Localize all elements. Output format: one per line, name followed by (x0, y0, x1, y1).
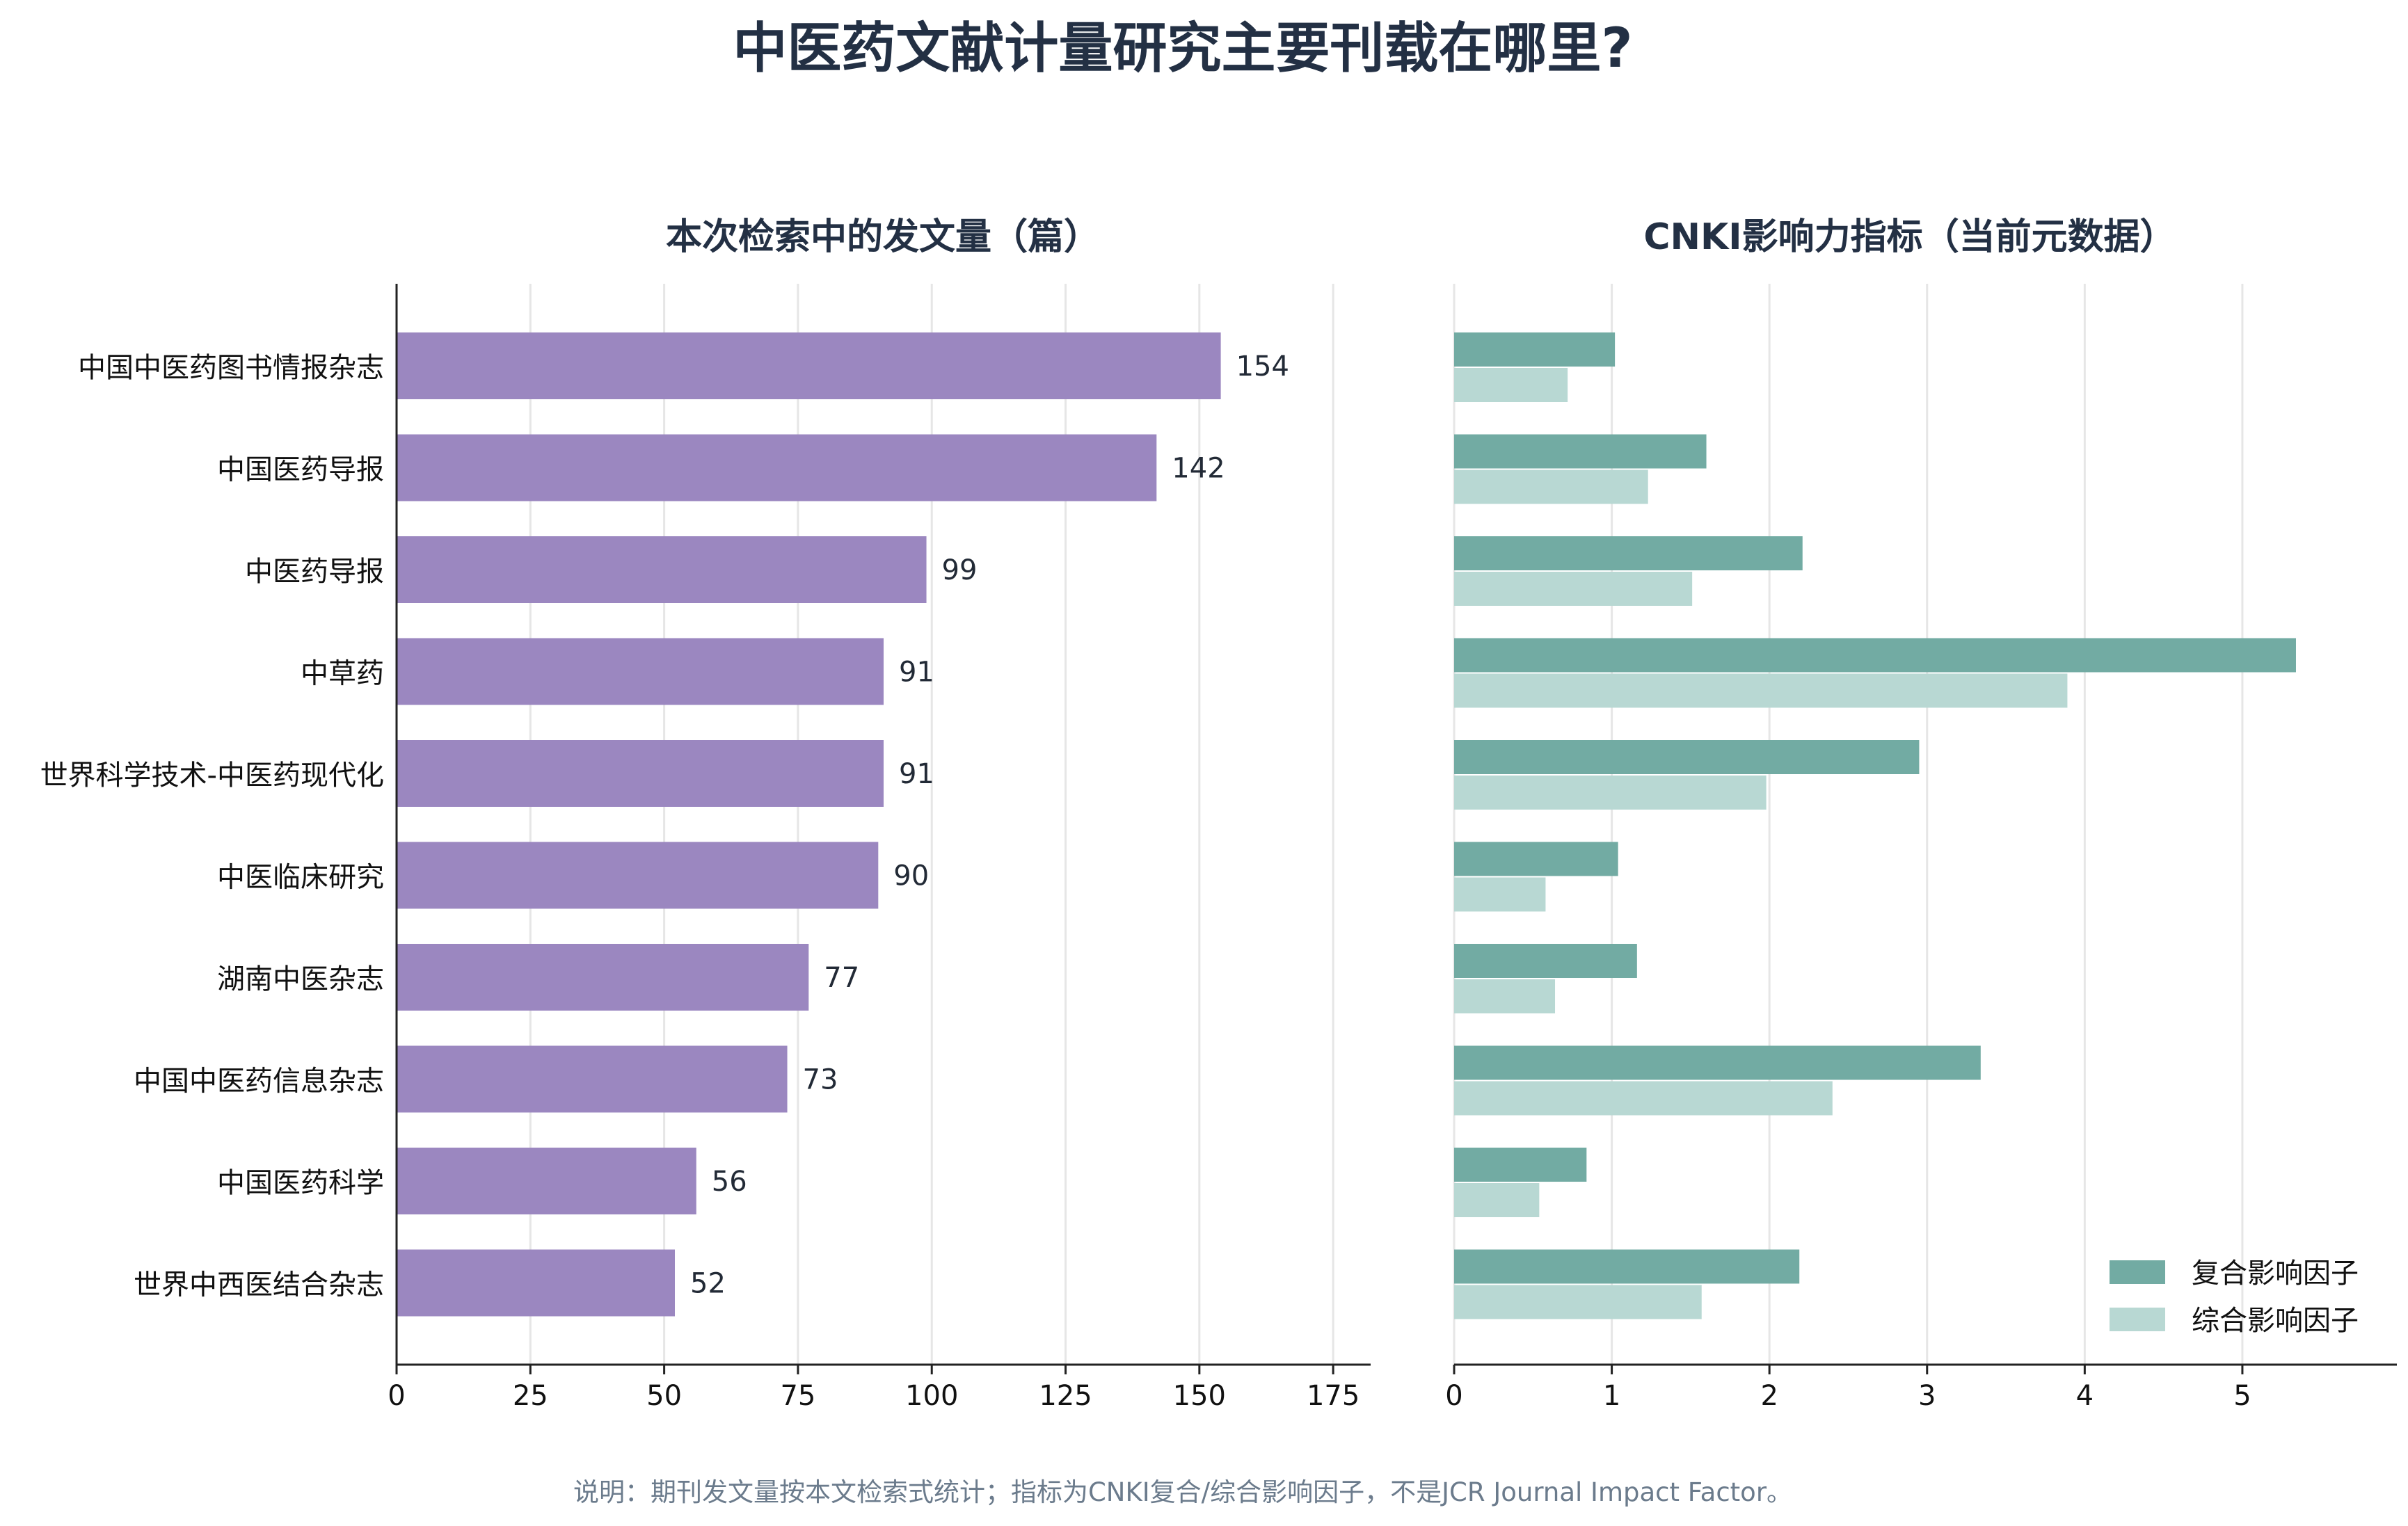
right-tick-label: 5 (2233, 1380, 2251, 1412)
left-tick-label: 125 (1039, 1380, 1092, 1412)
right-panel-title: CNKI影响力指标（当前元数据） (1643, 216, 2176, 258)
composite-if-bar (1454, 332, 1616, 367)
legend-swatch-comprehensive (2110, 1308, 2165, 1331)
comprehensive-if-bar (1454, 469, 1648, 504)
left-tick-label: 175 (1307, 1380, 1360, 1412)
count-bar (397, 1045, 788, 1113)
right-tick-label: 2 (1760, 1380, 1778, 1412)
comprehensive-if-bar (1454, 368, 1568, 402)
category-label: 世界中西医结合杂志 (134, 1269, 384, 1301)
right-grid (1453, 284, 2244, 1365)
legend: 复合影响因子 综合影响因子 (2110, 1258, 2359, 1337)
comprehensive-if-bar (1454, 1183, 1540, 1217)
right-tick-label: 0 (1445, 1380, 1462, 1412)
left-tick-label: 25 (513, 1380, 548, 1412)
count-bar (397, 1148, 696, 1214)
comprehensive-if-bar (1454, 1081, 1833, 1116)
legend-label-composite: 复合影响因子 (2192, 1258, 2359, 1290)
count-value-label: 142 (1172, 453, 1225, 485)
count-bar (397, 332, 1221, 399)
left-tick-label: 100 (905, 1380, 958, 1412)
right-x-axis: 0 1 2 3 4 5 (1445, 1363, 2397, 1412)
composite-if-bar (1454, 944, 1637, 978)
count-bar (397, 740, 884, 807)
count-bar (397, 638, 884, 705)
count-value-label: 154 (1236, 351, 1289, 383)
count-value-label: 52 (690, 1268, 726, 1300)
composite-if-bar (1454, 842, 1618, 876)
count-value-label: 91 (899, 758, 934, 790)
chart-title: 中医药文献计量研究主要刊载在哪里? (733, 17, 1632, 80)
category-label: 中国中医药信息杂志 (134, 1066, 384, 1098)
left-tick-label: 50 (646, 1380, 682, 1412)
composite-if-bar (1454, 1148, 1587, 1182)
right-tick-label: 1 (1603, 1380, 1620, 1412)
composite-if-bar (1454, 740, 1920, 774)
left-x-axis: 0 25 50 75 100 125 150 175 (388, 284, 1371, 1412)
footnote: 说明：期刊发文量按本文检索式统计；指标为CNKI复合/综合影响因子，不是JCR … (573, 1477, 1792, 1507)
count-bar (397, 434, 1157, 501)
category-labels: 中国中医药图书情报杂志中国医药导报中医药导报中草药世界科学技术-中医药现代化中医… (40, 352, 384, 1301)
category-label: 中国医药科学 (217, 1167, 384, 1199)
composite-if-bar (1454, 1249, 1800, 1284)
composite-if-bar (1454, 434, 1707, 469)
comprehensive-if-bar (1454, 1285, 1702, 1319)
comprehensive-if-bar (1454, 979, 1556, 1013)
left-bars: 154 142 99 91 91 90 77 73 56 52 (397, 332, 1289, 1317)
right-tick-label: 4 (2076, 1380, 2094, 1412)
right-bars (1454, 332, 2296, 1319)
count-bar (397, 944, 809, 1011)
comprehensive-if-bar (1454, 776, 1767, 810)
count-bar (397, 536, 927, 603)
composite-if-bar (1454, 536, 1803, 570)
count-value-label: 56 (712, 1166, 747, 1198)
left-panel-title: 本次检索中的发文量（篇） (666, 216, 1100, 258)
count-value-label: 73 (803, 1064, 838, 1096)
category-label: 中国医药导报 (217, 454, 384, 486)
left-tick-label: 150 (1173, 1380, 1226, 1412)
composite-if-bar (1454, 1045, 1981, 1080)
comprehensive-if-bar (1454, 673, 2068, 708)
category-label: 湖南中医杂志 (217, 963, 384, 995)
left-tick-label: 0 (388, 1380, 405, 1412)
legend-label-comprehensive: 综合影响因子 (2192, 1305, 2359, 1337)
category-label: 中国中医药图书情报杂志 (78, 352, 384, 384)
category-label: 中医临床研究 (217, 862, 384, 894)
count-bar (397, 842, 879, 909)
right-tick-label: 3 (1918, 1380, 1936, 1412)
count-bar (397, 1249, 675, 1317)
count-value-label: 99 (942, 554, 978, 586)
comprehensive-if-bar (1454, 877, 1546, 912)
composite-if-bar (1454, 638, 2296, 673)
count-value-label: 90 (893, 860, 929, 892)
category-label: 中草药 (301, 658, 384, 690)
left-tick-label: 75 (780, 1380, 815, 1412)
comprehensive-if-bar (1454, 572, 1693, 606)
count-value-label: 77 (824, 962, 859, 994)
legend-swatch-composite (2110, 1260, 2165, 1284)
count-value-label: 91 (899, 657, 934, 689)
category-label: 世界科学技术-中医药现代化 (40, 760, 384, 792)
category-label: 中医药导报 (245, 556, 384, 588)
